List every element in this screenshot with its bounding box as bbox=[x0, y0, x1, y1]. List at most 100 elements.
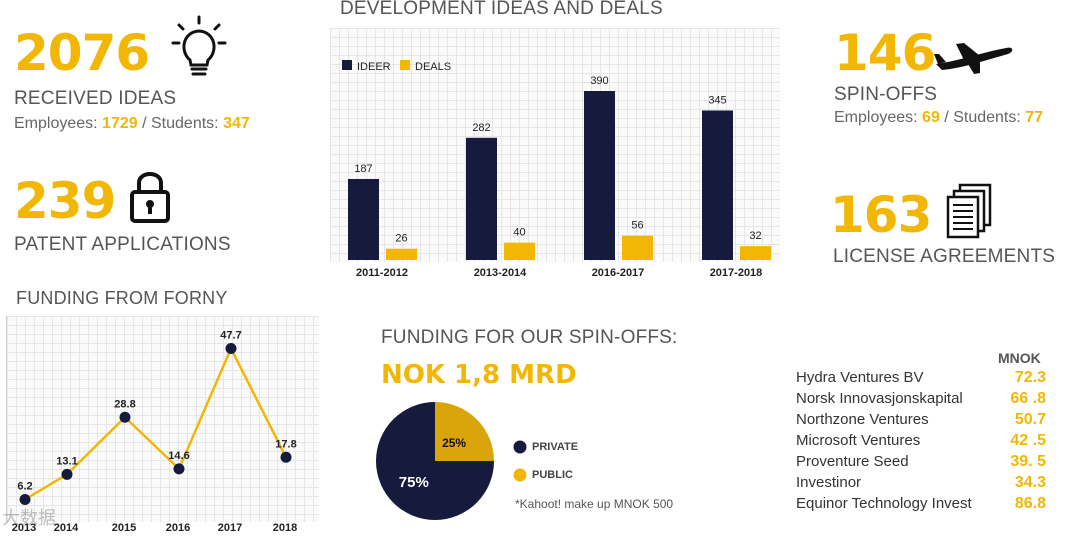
investor-value: 42 .5 bbox=[1010, 432, 1046, 449]
investor-value: 66 .8 bbox=[1010, 390, 1046, 407]
forny-point-label: 17.8 bbox=[275, 438, 296, 450]
patents-label: PATENT APPLICATIONS bbox=[14, 234, 231, 255]
investors-table: Hydra Ventures BV 72.3 Norsk Innovasjons… bbox=[796, 369, 1046, 516]
bar-value-label: 26 bbox=[395, 233, 407, 245]
bar-ideer bbox=[348, 178, 379, 260]
bar-value-label: 187 bbox=[354, 163, 372, 175]
investor-name: Hydra Ventures BV bbox=[796, 369, 924, 386]
forny-x-tick: 2018 bbox=[273, 522, 297, 534]
documents-icon bbox=[946, 183, 992, 239]
investor-value: 72.3 bbox=[1014, 369, 1046, 386]
legend-label-deals: DEALS bbox=[415, 61, 451, 73]
pie-label-public: 25% bbox=[442, 436, 466, 450]
investor-row: Norsk Innovasjonskapital 66 .8 bbox=[796, 390, 1046, 411]
bar-deals bbox=[504, 242, 535, 260]
investor-name: Microsoft Ventures bbox=[796, 432, 921, 449]
dev-chart-title: DEVELOPMENT IDEAS AND DEALS bbox=[340, 0, 663, 19]
forny-x-tick: 2015 bbox=[112, 522, 136, 534]
ideas-students-value: 347 bbox=[223, 115, 250, 132]
ideas-employees-label: Employees: bbox=[14, 115, 98, 132]
legend-private-label: PRIVATE bbox=[532, 441, 579, 453]
forny-point-label: 13.1 bbox=[56, 455, 77, 467]
forny-point-label: 14.6 bbox=[168, 450, 189, 462]
bar-ideer bbox=[702, 110, 733, 260]
bar-deals bbox=[386, 248, 417, 260]
bar-deals bbox=[740, 246, 771, 260]
pie-label-private: 75% bbox=[399, 474, 429, 491]
ideas-students-label: Students: bbox=[151, 115, 219, 132]
bar-value-label: 56 bbox=[631, 220, 643, 232]
pie-slice-public bbox=[435, 402, 494, 461]
investor-value: 34.3 bbox=[1014, 474, 1046, 491]
forny-x-tick: 2016 bbox=[166, 522, 190, 534]
ideas-breakdown: Employees: 1729 / Students: 347 bbox=[14, 115, 250, 133]
forny-chart-area: 6.2 13.1 28.8 14.6 47.7 17.8 bbox=[6, 316, 319, 522]
x-tick-label: 2011-2012 bbox=[356, 267, 408, 279]
legend-private-swatch bbox=[513, 440, 527, 454]
bar-value-label: 390 bbox=[590, 75, 608, 87]
forny-x-tick: 2013 bbox=[12, 522, 36, 534]
forny-x-axis: 2013 2014 2015 2016 2017 2018 bbox=[12, 522, 297, 534]
investor-row: Investinor 34.3 bbox=[796, 474, 1046, 495]
airplane-icon bbox=[934, 43, 1013, 74]
dev-chart-area: IDEER DEALS 187 26 282 40 390 56 345 32 bbox=[330, 28, 780, 262]
forny-point bbox=[225, 343, 237, 355]
forny-title: FUNDING FROM FORNY bbox=[16, 288, 228, 308]
spinoffs-students-label: Students: bbox=[953, 109, 1021, 126]
bar-value-label: 40 bbox=[513, 227, 525, 239]
forny-point bbox=[119, 411, 131, 423]
investor-name: Northzone Ventures bbox=[796, 411, 929, 428]
legend-swatch-deals bbox=[400, 60, 410, 70]
forny-point bbox=[61, 468, 73, 480]
forny-point-label: 6.2 bbox=[17, 480, 32, 492]
spinoffs-separator: / bbox=[944, 109, 949, 126]
forny-x-tick: 2014 bbox=[54, 522, 79, 534]
spinoffs-students-value: 77 bbox=[1025, 109, 1044, 126]
spinoff-funding-total: NOK 1,8 MRD bbox=[381, 360, 577, 390]
ideas-label: RECEIVED IDEAS bbox=[14, 88, 177, 109]
bar-value-label: 282 bbox=[472, 122, 490, 134]
x-tick-label: 2017-2018 bbox=[710, 267, 763, 279]
spinoff-pie-chart: 75% 25% bbox=[376, 402, 494, 520]
bar-ideer bbox=[584, 91, 615, 260]
legend-public-swatch bbox=[513, 468, 527, 482]
investor-name: Investinor bbox=[796, 474, 862, 491]
bar-value-label: 32 bbox=[749, 230, 761, 242]
forny-point bbox=[19, 493, 31, 505]
investor-name: Norsk Innovasjonskapital bbox=[796, 390, 963, 407]
legend-swatch-ideer bbox=[342, 60, 352, 70]
investor-row: Microsoft Ventures 42 .5 bbox=[796, 432, 1046, 453]
investor-row: Equinor Technology Invest 86.8 bbox=[796, 495, 1046, 516]
spinoffs-breakdown: Employees: 69 / Students: 77 bbox=[834, 109, 1043, 127]
forny-point-label: 47.7 bbox=[220, 330, 241, 342]
dev-chart-x-axis: 2011-2012 2013-2014 2016-2017 2017-2018 bbox=[356, 267, 763, 279]
lightbulb-icon bbox=[171, 15, 227, 76]
bar-value-label: 345 bbox=[708, 95, 726, 107]
forny-line-chart: 6.2 13.1 28.8 14.6 47.7 17.8 bbox=[17, 330, 297, 505]
investors-header: MNOK bbox=[998, 350, 1041, 366]
spinoffs-employees-value: 69 bbox=[922, 109, 940, 126]
forny-point bbox=[280, 451, 292, 463]
investor-row: Proventure Seed 39. 5 bbox=[796, 453, 1046, 474]
investor-value: 39. 5 bbox=[1010, 453, 1046, 470]
investor-row: Hydra Ventures BV 72.3 bbox=[796, 369, 1046, 390]
ideas-separator: / bbox=[142, 115, 147, 132]
spinoffs-employees-label: Employees: bbox=[834, 109, 918, 126]
patents-count: 239 bbox=[14, 172, 116, 230]
bar-ideer bbox=[466, 137, 497, 260]
forny-point-label: 28.8 bbox=[114, 398, 135, 410]
ideas-count: 2076 bbox=[14, 24, 150, 82]
legend-label-ideer: IDEER bbox=[357, 61, 391, 73]
forny-series-line bbox=[24, 345, 288, 501]
kahoot-note: *Kahoot! make up MNOK 500 bbox=[515, 497, 674, 511]
spinoff-funding-title: FUNDING FOR OUR SPIN-OFFS: bbox=[381, 327, 678, 348]
licenses-count: 163 bbox=[830, 186, 932, 244]
spinoffs-label: SPIN-OFFS bbox=[834, 84, 938, 105]
forny-x-tick: 2017 bbox=[218, 522, 242, 534]
x-tick-label: 2016-2017 bbox=[592, 267, 645, 279]
dev-bar-chart: IDEER DEALS 187 26 282 40 390 56 345 32 bbox=[342, 60, 771, 260]
legend-public-label: PUBLIC bbox=[532, 469, 573, 481]
padlock-icon bbox=[130, 172, 170, 223]
watermark: 大数据 bbox=[2, 508, 56, 529]
investor-name: Equinor Technology Invest bbox=[796, 495, 972, 512]
